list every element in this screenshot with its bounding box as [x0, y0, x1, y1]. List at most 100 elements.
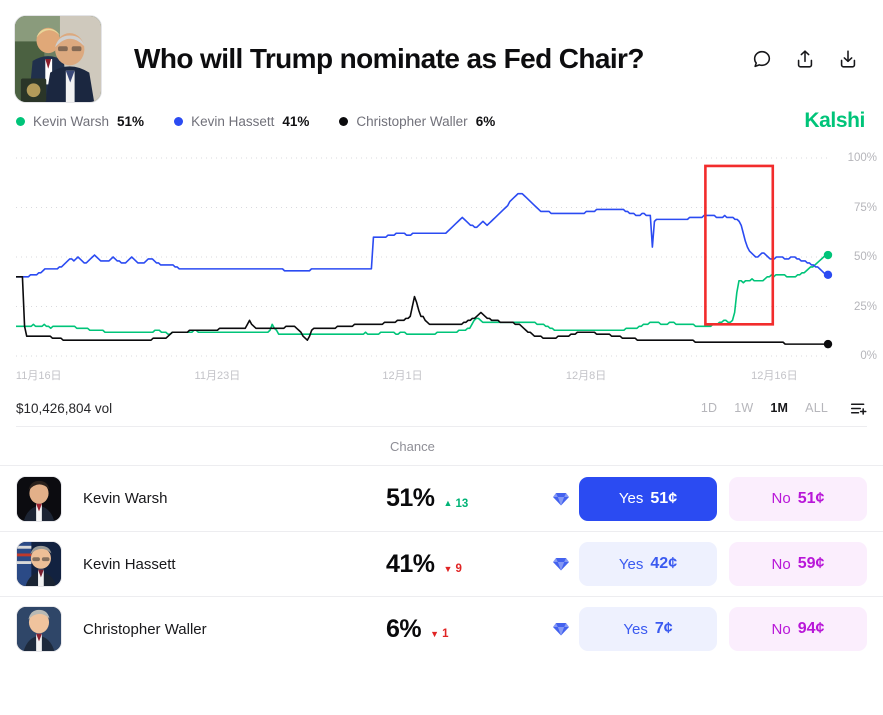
chance-cell: 6% ▼ 1: [386, 615, 518, 644]
chart-y-axis: 0% 25% 50% 75% 100%: [825, 152, 877, 362]
chance-column-header: Chance: [390, 438, 435, 454]
range-1w[interactable]: 1W: [734, 401, 754, 415]
no-label: No: [771, 620, 791, 638]
triangle-down-icon: ▼: [443, 563, 453, 574]
chance-delta: ▼ 1: [430, 628, 448, 640]
trade-buttons: Yes 51¢ No 51¢: [579, 476, 867, 521]
range-1m[interactable]: 1M: [770, 401, 789, 415]
y-axis-tick: 25%: [853, 300, 877, 313]
x-axis-tick: 12月8日: [565, 370, 607, 382]
chart-plot-area[interactable]: [16, 158, 833, 356]
chance-cell: 41% ▼ 9: [386, 550, 518, 579]
page-header: Who will Trump nominate as Fed Chair?: [0, 0, 883, 104]
volume-label: $10,426,804 vol: [16, 400, 113, 416]
yes-label: Yes: [618, 490, 644, 507]
chance-value: 41%: [386, 549, 435, 578]
markets-table: Kevin Warsh 51% ▲ 13 Yes 51¢: [0, 465, 883, 661]
header-actions: [751, 48, 865, 70]
legend-label-warsh: Kevin Warsh: [33, 113, 110, 129]
no-price: 51¢: [797, 489, 825, 507]
x-axis-tick: 12月1日: [382, 370, 423, 382]
yes-price: 42¢: [650, 555, 678, 572]
no-button[interactable]: No 59¢: [729, 542, 867, 586]
no-price: 59¢: [797, 555, 825, 572]
annotation-rect: [705, 166, 772, 324]
chart-annotation: [705, 166, 772, 324]
table-header: Chance: [0, 427, 883, 465]
chart-line: [16, 255, 828, 334]
price-history-chart: 0% 25% 50% 75% 100% 11月16日 11月23日 12月1日 12月8日 12…: [0, 152, 883, 384]
kalshi-logo: Kalshi: [804, 109, 865, 132]
y-axis-tick: 50%: [853, 251, 877, 263]
table-row[interactable]: Kevin Warsh 51% ▲ 13 Yes 51¢: [0, 466, 883, 531]
add-to-watchlist-icon[interactable]: [850, 400, 867, 417]
table-row[interactable]: Kevin Hassett 41% ▼ 9 Yes 42¢: [0, 531, 883, 596]
yes-label: Yes: [623, 620, 648, 638]
legend-dot-warsh: [16, 116, 25, 126]
y-axis-tick: 75%: [853, 201, 877, 214]
legend-item-warsh[interactable]: Kevin Warsh 51%: [16, 114, 144, 129]
delta-value: 13: [455, 497, 469, 510]
yes-button[interactable]: Yes 51¢: [579, 476, 717, 521]
series-endpoint-dot: [823, 339, 833, 349]
yes-label: Yes: [618, 555, 644, 573]
x-axis-tick: 11月23日: [194, 370, 241, 382]
no-button[interactable]: No 94¢: [729, 607, 867, 651]
diamond-icon[interactable]: [553, 621, 569, 637]
chart-series: [16, 194, 828, 344]
chart-legend: Kevin Warsh 51% Kevin Hassett 41% Christ…: [0, 104, 883, 138]
yes-price: 7¢: [654, 620, 673, 637]
section-divider-top: [16, 426, 867, 427]
market-name: Kevin Warsh: [83, 490, 168, 507]
trade-buttons: Yes 7¢ No 94¢: [579, 607, 867, 651]
legend-dot-hassett: [174, 116, 184, 126]
chart-footer-controls: $10,426,804 vol 1D 1W 1M ALL: [0, 390, 883, 426]
legend-dot-waller: [339, 116, 349, 126]
no-label: No: [771, 555, 791, 573]
no-button[interactable]: No 51¢: [729, 476, 867, 521]
legend-label-hassett: Kevin Hassett: [191, 113, 275, 129]
table-row[interactable]: Christopher Waller 6% ▼ 1 Yes 7¢: [0, 596, 883, 661]
trade-buttons: Yes 42¢ No 59¢: [579, 542, 867, 586]
delta-value: 9: [455, 563, 462, 575]
range-1d[interactable]: 1D: [700, 401, 718, 415]
range-all[interactable]: ALL: [805, 401, 828, 415]
chart-endpoint-dots: [823, 250, 833, 349]
legend-item-hassett[interactable]: Kevin Hassett 41%: [174, 114, 309, 129]
y-axis-tick: 0%: [860, 350, 877, 362]
avatar: [16, 475, 62, 522]
share-icon[interactable]: [794, 48, 816, 70]
chart-gridlines: [16, 158, 828, 356]
legend-value-warsh: 51%: [117, 113, 145, 129]
avatar: [16, 606, 62, 652]
series-endpoint-dot: [823, 270, 833, 280]
market-name: Christopher Waller: [83, 620, 207, 638]
chance-cell: 51% ▲ 13: [386, 484, 518, 513]
legend-items: Kevin Warsh 51% Kevin Hassett 41% Christ…: [16, 114, 804, 129]
x-axis-tick: 11月16日: [15, 370, 62, 382]
yes-button[interactable]: Yes 7¢: [579, 607, 717, 651]
y-axis-tick: 100%: [847, 152, 877, 164]
yes-button[interactable]: Yes 42¢: [579, 542, 717, 586]
diamond-icon[interactable]: [553, 556, 569, 572]
triangle-up-icon: ▲: [443, 498, 453, 508]
chance-value: 51%: [386, 484, 435, 512]
yes-price: 51¢: [650, 489, 678, 507]
market-name: Kevin Hassett: [83, 555, 176, 573]
avatar: [16, 541, 62, 587]
diamond-icon[interactable]: [553, 491, 569, 507]
chart-line: [16, 194, 828, 277]
page-title: Who will Trump nominate as Fed Chair?: [134, 42, 644, 74]
download-icon[interactable]: [837, 48, 859, 70]
chart-line: [16, 277, 828, 344]
x-axis-tick: 12月16日: [751, 370, 798, 382]
delta-value: 1: [442, 628, 449, 640]
comment-icon[interactable]: [751, 48, 773, 70]
chance-value: 6%: [386, 614, 422, 643]
series-endpoint-dot: [823, 250, 833, 260]
legend-item-waller[interactable]: Christopher Waller 6%: [339, 114, 495, 129]
legend-label-waller: Christopher Waller: [356, 113, 468, 129]
no-price: 94¢: [797, 620, 825, 637]
triangle-down-icon: ▼: [430, 628, 440, 639]
